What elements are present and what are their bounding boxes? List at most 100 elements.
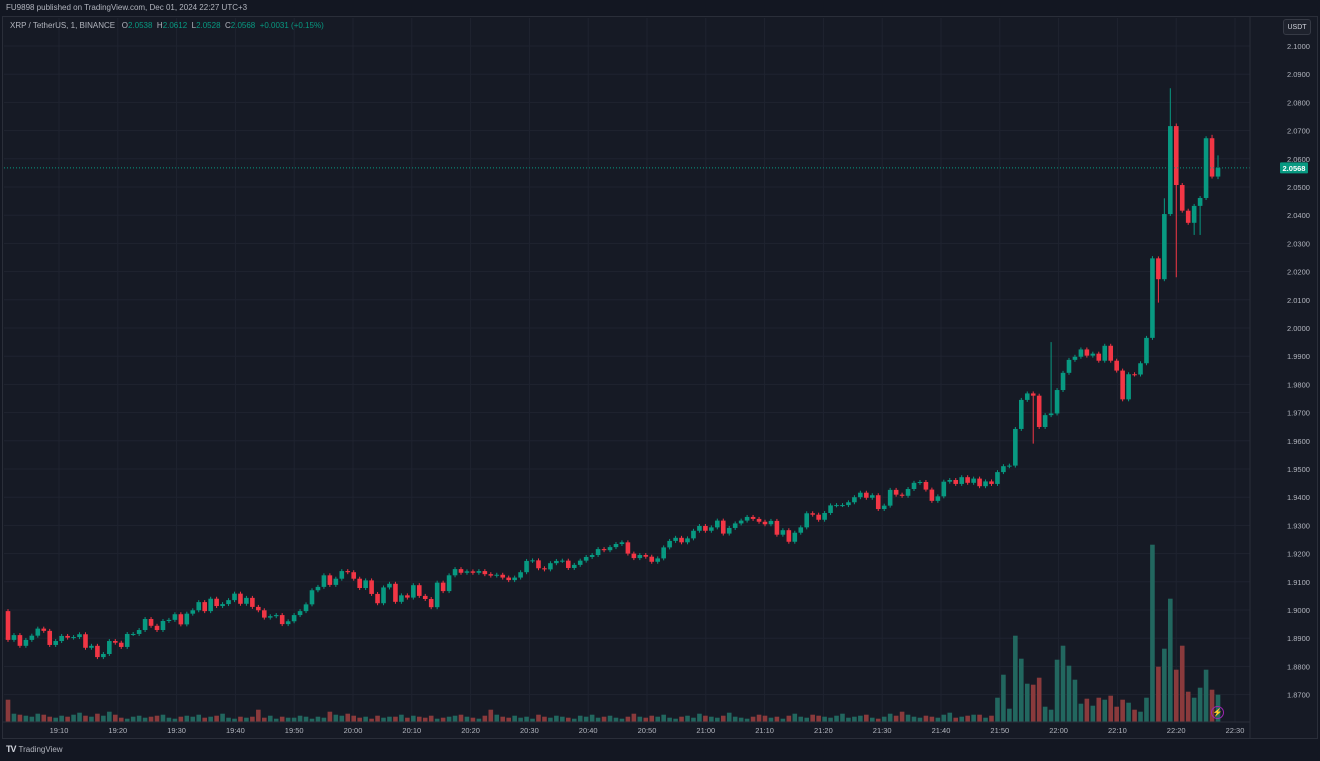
candle-body xyxy=(899,494,905,496)
time-tick-label: 19:40 xyxy=(226,726,245,735)
candle-body xyxy=(762,521,768,525)
volume-bar xyxy=(452,715,458,722)
volume-bar xyxy=(291,717,297,722)
candle-body xyxy=(273,615,279,617)
close-value: 2.0568 xyxy=(230,21,256,30)
candle-body xyxy=(828,505,833,513)
candle-body xyxy=(1019,399,1024,429)
volume-bar xyxy=(5,699,11,722)
symbol-name: XRP / TetherUS, 1, BINANCE xyxy=(10,21,116,30)
time-tick-label: 20:40 xyxy=(579,726,598,735)
volume-bar xyxy=(530,718,535,722)
candle-body xyxy=(965,477,970,483)
candle-body xyxy=(697,525,702,531)
candle-body xyxy=(792,532,798,542)
candle-body xyxy=(786,530,792,542)
volume-bar xyxy=(1066,665,1072,722)
candle-body xyxy=(279,615,285,625)
volume-bar xyxy=(1042,706,1048,722)
price-tick-label: 2.0500 xyxy=(1287,183,1310,192)
candle-body xyxy=(309,590,315,605)
volume-bar xyxy=(202,717,207,722)
volume-bar xyxy=(1030,684,1036,722)
volume-bar xyxy=(226,717,231,722)
candle-body xyxy=(565,560,571,568)
volume-bar xyxy=(715,717,720,722)
candle-body xyxy=(184,613,190,625)
candle-body xyxy=(428,599,434,608)
volume-bar xyxy=(810,714,815,722)
volume-bar xyxy=(434,718,440,722)
time-tick-label: 22:20 xyxy=(1167,726,1186,735)
symbol-legend[interactable]: XRP / TetherUS, 1, BINANCE O2.0538 H2.06… xyxy=(10,21,324,30)
volume-bar xyxy=(536,714,541,722)
volume-bar xyxy=(768,717,774,722)
time-tick-label: 19:20 xyxy=(108,726,127,735)
volume-bar xyxy=(983,717,988,722)
candle-body xyxy=(375,593,380,604)
candle-body xyxy=(1203,138,1209,198)
candle-body xyxy=(1048,413,1054,416)
volume-bar xyxy=(142,717,148,722)
candle-body xyxy=(1197,197,1203,206)
volume-bar xyxy=(232,718,237,722)
candle-body xyxy=(1054,390,1060,414)
candle-body xyxy=(977,478,982,487)
volume-bar xyxy=(506,717,511,722)
volume-bar xyxy=(869,717,875,722)
volume-bar xyxy=(971,714,976,722)
volume-bar xyxy=(1072,679,1078,722)
candle-body xyxy=(643,555,649,557)
price-tick-label: 2.0100 xyxy=(1287,296,1310,305)
candle-body xyxy=(351,572,357,579)
candle-body xyxy=(1024,393,1030,400)
volume-bar xyxy=(405,717,410,722)
chart-frame[interactable] xyxy=(2,16,1318,739)
candle-body xyxy=(834,505,839,507)
volume-bar xyxy=(577,715,583,722)
volume-bar xyxy=(363,716,368,722)
candle-body xyxy=(381,587,386,604)
volume-bar xyxy=(917,717,923,722)
candle-body xyxy=(1042,415,1048,427)
volume-bar xyxy=(709,716,714,722)
volume-bar xyxy=(852,716,857,722)
candle-body xyxy=(732,523,738,528)
volume-bar xyxy=(464,716,470,722)
volume-bar xyxy=(107,711,112,722)
volume-bar xyxy=(273,718,279,722)
candle-body xyxy=(571,564,577,568)
volume-bar xyxy=(959,716,964,722)
candle-body xyxy=(1162,214,1167,280)
price-tick-label: 1.8900 xyxy=(1287,634,1310,643)
candle-body xyxy=(1066,359,1072,373)
price-tick-label: 1.9800 xyxy=(1287,380,1310,389)
candle-body xyxy=(5,611,11,640)
volume-bar xyxy=(59,715,64,722)
volume-bar xyxy=(774,716,780,722)
candle-body xyxy=(202,602,207,612)
candle-body xyxy=(214,598,219,607)
candle-body xyxy=(422,595,428,600)
currency-button[interactable]: USDT xyxy=(1283,19,1311,35)
candle-body xyxy=(953,479,959,484)
volume-bar xyxy=(840,713,845,722)
candle-body xyxy=(327,575,333,585)
candle-body xyxy=(59,635,64,642)
volume-bar xyxy=(488,709,494,722)
lightning-icon[interactable]: ⚡ xyxy=(1211,706,1224,719)
candle-body xyxy=(840,505,845,507)
volume-bar xyxy=(703,715,708,722)
candle-body xyxy=(1060,372,1066,391)
candle-body xyxy=(679,537,684,543)
candle-body xyxy=(554,560,559,564)
volume-bar xyxy=(351,715,357,722)
candle-body xyxy=(315,586,321,591)
volume-bar xyxy=(756,714,762,722)
candle-body xyxy=(196,602,202,611)
candle-body xyxy=(339,571,345,579)
price-tick-label: 1.9000 xyxy=(1287,606,1310,615)
volume-bar xyxy=(476,718,482,722)
volume-bar xyxy=(190,716,196,722)
